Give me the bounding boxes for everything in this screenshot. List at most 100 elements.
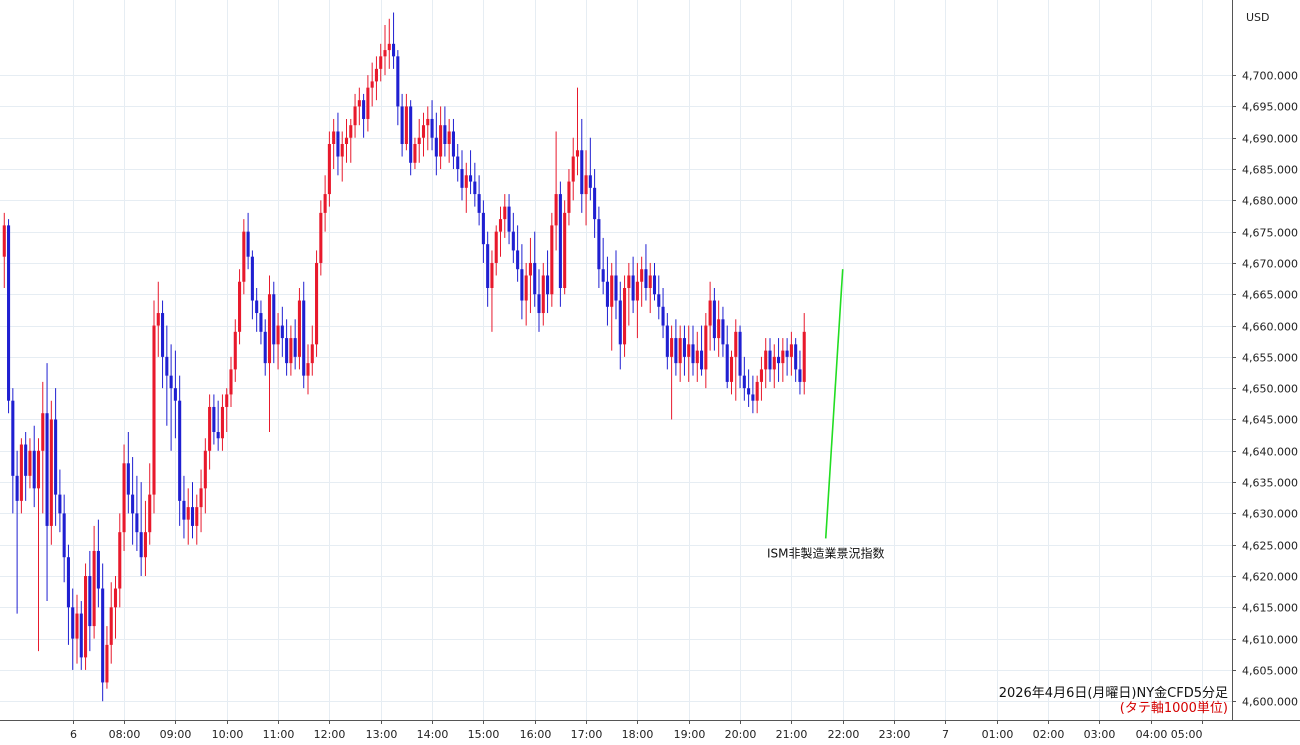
- y-tick-label: 4,650.000: [1242, 383, 1298, 396]
- candle-body: [212, 406, 216, 432]
- candle-body: [84, 576, 88, 658]
- candle-body: [101, 588, 105, 683]
- candle-body: [618, 300, 622, 345]
- x-tick-label: 23:00: [879, 728, 911, 741]
- candle-body: [113, 588, 118, 608]
- candle-body: [400, 106, 404, 144]
- x-tick-label: 22:00: [828, 728, 860, 741]
- candle-body: [695, 350, 699, 364]
- candle-body: [571, 156, 575, 182]
- y-tick-label: 4,620.000: [1242, 571, 1298, 584]
- candle-body: [340, 144, 344, 157]
- candle-body: [319, 212, 323, 263]
- candle-body: [96, 550, 100, 589]
- candle-body: [182, 500, 186, 520]
- candle-body: [92, 550, 96, 627]
- y-tick-label: 4,695.000: [1242, 101, 1298, 114]
- candle-body: [66, 557, 70, 608]
- candle-body: [537, 294, 541, 314]
- candle-body: [421, 125, 426, 138]
- candle-body: [315, 262, 319, 345]
- candle-body: [417, 137, 421, 144]
- candle-body: [109, 607, 113, 645]
- x-tick-label: 11:00: [263, 728, 295, 741]
- y-tick-label: 4,610.000: [1242, 634, 1298, 647]
- candle-body: [293, 338, 297, 357]
- y-tick-label: 4,645.000: [1242, 414, 1298, 427]
- candle-body: [88, 576, 92, 627]
- candle-body: [203, 450, 207, 489]
- candle-body: [558, 194, 562, 288]
- candle-body: [323, 194, 327, 213]
- candle-body: [533, 262, 537, 295]
- candle-body: [627, 275, 631, 288]
- candle-body: [657, 294, 661, 307]
- candle-body: [41, 413, 45, 451]
- candle-body: [712, 300, 716, 339]
- candle-body: [143, 532, 147, 558]
- candle-body: [255, 300, 259, 314]
- candle-body: [781, 350, 785, 364]
- candle-body: [413, 144, 417, 163]
- x-tick-label: 6: [70, 728, 77, 741]
- x-tick-label: 16:00: [520, 728, 552, 741]
- candle-body: [759, 369, 763, 382]
- candle-body: [267, 294, 272, 364]
- candle-body: [259, 313, 263, 332]
- candle-body: [524, 275, 528, 301]
- candle-body: [593, 187, 597, 220]
- candle-body: [379, 56, 383, 69]
- candle-body: [584, 175, 588, 195]
- chart-subtitle: (タテ軸1000単位): [1120, 700, 1228, 716]
- candle-body: [623, 288, 627, 345]
- candle-body: [15, 475, 19, 501]
- candle-body: [494, 231, 498, 263]
- candle-body: [58, 494, 62, 514]
- annotation-line: [824, 269, 844, 539]
- candle-body: [392, 43, 396, 57]
- candle-body: [700, 350, 704, 370]
- candle-body: [28, 450, 32, 476]
- candle-body: [785, 350, 789, 357]
- candle-body: [336, 131, 340, 157]
- candle-body: [404, 106, 408, 144]
- y-tick-label: 4,670.000: [1242, 258, 1298, 271]
- candle-body: [7, 225, 11, 401]
- candle-body: [439, 125, 443, 157]
- x-tick-label: 08:00: [109, 728, 141, 741]
- candle-body: [349, 125, 353, 138]
- candle-body: [306, 363, 310, 376]
- x-tick-label: 13:00: [366, 728, 398, 741]
- candle-body: [327, 144, 331, 195]
- x-tick-label: 15:00: [468, 728, 500, 741]
- x-tick-label: 19:00: [674, 728, 706, 741]
- candle-body: [387, 43, 391, 51]
- candle-body: [250, 256, 254, 301]
- candle-body: [661, 306, 665, 326]
- candle-body: [131, 494, 135, 514]
- candle-body: [332, 131, 336, 144]
- candle-body: [597, 219, 601, 270]
- candle-body: [263, 331, 267, 364]
- x-tick-label: 05:00: [1171, 728, 1203, 741]
- currency-label: USD: [1246, 11, 1270, 24]
- candle-body: [601, 269, 605, 282]
- x-tick-label: 12:00: [314, 728, 346, 741]
- x-tick-label: 03:00: [1084, 728, 1116, 741]
- candle-body: [742, 375, 746, 389]
- candle-body: [708, 300, 712, 326]
- candle-body: [614, 275, 618, 301]
- candle-body: [374, 68, 378, 82]
- candle-body: [640, 269, 644, 282]
- y-tick-label: 4,625.000: [1242, 540, 1298, 553]
- candle-body: [443, 125, 447, 144]
- candle-body: [289, 338, 293, 364]
- candle-body: [246, 231, 250, 257]
- candle-body: [460, 169, 464, 188]
- candle-body: [229, 369, 233, 395]
- candle-body: [280, 325, 284, 339]
- y-tick-label: 4,675.000: [1242, 227, 1298, 240]
- candle-body: [370, 81, 374, 88]
- candle-body: [11, 400, 15, 476]
